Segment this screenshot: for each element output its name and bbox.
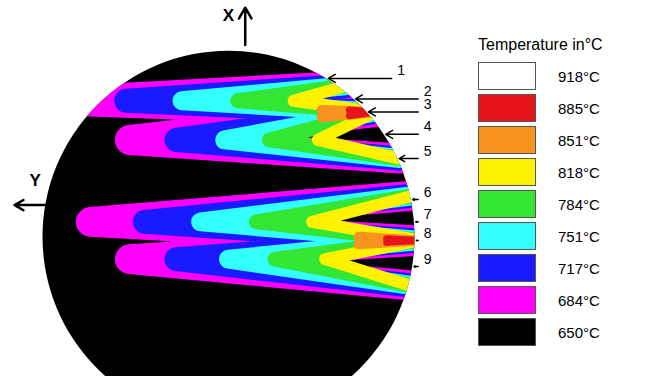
svg-text:2: 2: [423, 83, 432, 99]
html-text:818°C: 818°C: [558, 163, 600, 181]
svg-text:8: 8: [424, 225, 432, 241]
html-text:650°C: 650°C: [558, 323, 600, 341]
svg-text:1: 1: [397, 62, 405, 78]
svg-text:5: 5: [424, 143, 432, 159]
svg-text:9: 9: [424, 251, 432, 267]
html-text:784°C: 784°C: [558, 195, 600, 213]
svg-text:X: X: [223, 6, 235, 25]
html-text:918°C: 918°C: [558, 67, 600, 85]
html-text:717°C: 717°C: [558, 259, 600, 277]
svg-text:3: 3: [424, 96, 432, 112]
html-text:885°C: 885°C: [558, 99, 600, 117]
svg-text:6: 6: [424, 184, 432, 200]
svg-text:7: 7: [424, 206, 432, 222]
html-text:Temperature in°C: Temperature in°C: [478, 36, 603, 53]
svg-text:4: 4: [424, 118, 432, 134]
html-text:684°C: 684°C: [558, 291, 600, 309]
html-text:751°C: 751°C: [558, 227, 600, 245]
html-text:851°C: 851°C: [558, 131, 600, 149]
svg-text:Y: Y: [29, 171, 41, 190]
